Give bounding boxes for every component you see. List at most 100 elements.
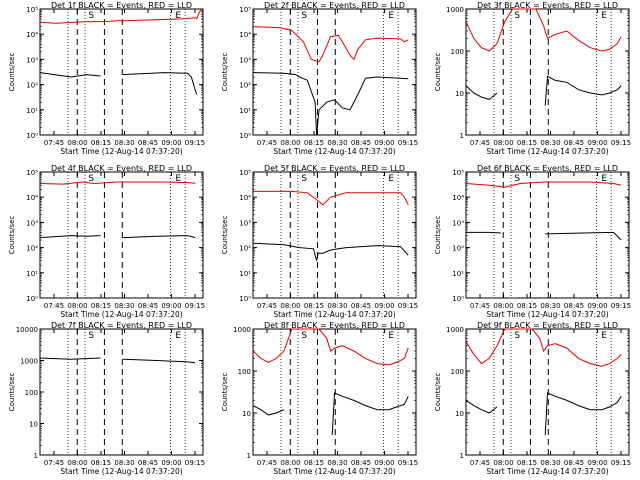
marker-label-s: S [514,174,520,184]
y-tick-label: 10⁵ [26,6,38,14]
y-axis-label: Counts/sec [221,53,229,92]
chart-panel-1: Det 1f BLACK = Events, RED = LLD 10⁰ 10¹ 10… [8,1,205,156]
y-tick-label: 10⁴ [452,194,464,202]
y-axis-label: Counts/sec [8,216,16,255]
x-tick-label: 07:45 [470,459,490,467]
series-lld-line [39,181,196,185]
series-events-line [252,72,409,136]
y-tick-label: 10¹ [452,270,464,278]
chart-panel-2: Det 2f BLACK = Events, RED = LLD 10⁰ 10¹ 10… [221,1,418,156]
marker-label-e: E [175,11,181,21]
x-tick-label: 08:00 [280,459,300,467]
x-tick-label: 07:45 [470,139,490,147]
y-tick-label: 10⁰ [452,295,464,303]
x-tick-label: 08:15 [304,459,324,467]
y-tick-label: 100 [451,368,464,376]
y-tick-label: 10⁵ [26,169,38,177]
x-tick-label: 08:15 [91,302,111,310]
marker-label-e: E [388,11,394,21]
y-tick-label: 1 [247,452,251,460]
x-tick-label: 08:15 [517,459,537,467]
marker-label-e: E [601,174,607,184]
x-tick-label: 08:30 [540,139,560,147]
y-tick-label: 10² [26,82,38,90]
plot-frame [39,8,204,136]
x-axis-label: Start Time (12-Aug-14 07:37:20) [273,310,395,319]
x-tick-label: 09:15 [398,302,418,310]
x-tick-label: 08:00 [493,459,513,467]
chart-title: Det 7f BLACK = Events, RED = LLD [51,321,192,330]
x-tick-label: 08:00 [493,139,513,147]
x-tick-label: 08:45 [351,302,371,310]
x-tick-label: 07:45 [44,302,64,310]
y-tick-label: 10⁴ [26,31,38,39]
y-tick-label: 10⁰ [239,295,251,303]
x-tick-label: 08:15 [91,139,111,147]
x-tick-label: 08:00 [67,139,87,147]
y-tick-label: 1000 [233,326,251,334]
y-tick-label: 10⁰ [26,132,38,140]
plot-frame [465,328,630,456]
plot-frame [465,8,630,136]
x-tick-label: 08:15 [517,302,537,310]
series-events-line [39,235,196,239]
chart-title: Det 1f BLACK = Events, RED = LLD [51,1,192,10]
x-tick-label: 08:45 [564,459,584,467]
x-axis-label: Start Time (12-Aug-14 07:37:20) [60,147,182,156]
chart-title: Det 5f BLACK = Events, RED = LLD [264,164,405,173]
series-lld-line [39,8,202,24]
y-tick-label: 10 [455,410,464,418]
y-axis-label: Counts/sec [221,216,229,255]
x-tick-label: 08:00 [493,302,513,310]
y-axis-label: Counts/sec [434,53,442,92]
y-tick-label: 10² [452,245,464,253]
chart-title: Det 6f BLACK = Events, RED = LLD [477,164,618,173]
y-axis-label: Counts/sec [434,373,442,412]
y-tick-label: 10³ [26,219,38,227]
x-tick-label: 07:45 [470,302,490,310]
x-tick-label: 09:00 [374,459,394,467]
plot-frame [252,328,417,456]
series-events-line [466,231,622,241]
y-axis-label: Counts/sec [8,373,16,412]
y-axis-label: Counts/sec [8,53,16,92]
x-tick-label: 08:15 [517,139,537,147]
chart-title: Det 4f BLACK = Events, RED = LLD [51,164,192,173]
series-events-line [39,357,196,364]
x-tick-label: 09:00 [161,302,181,310]
chart-panel-9: Det 9f BLACK = Events, RED = LLD 1 10 100 10… [434,321,631,476]
y-tick-label: 1000 [446,326,464,334]
series-events-line [252,392,409,436]
y-tick-label: 10⁰ [26,295,38,303]
y-tick-label: 100 [238,368,251,376]
y-tick-label: 10¹ [239,107,251,115]
x-tick-label: 09:15 [185,459,205,467]
series-lld-line [253,190,409,206]
y-tick-label: 1000 [446,6,464,14]
x-tick-label: 08:15 [304,139,324,147]
y-tick-label: 10 [455,90,464,98]
x-tick-label: 07:45 [257,302,277,310]
y-tick-label: 10⁵ [239,6,251,14]
y-tick-label: 10⁴ [239,31,251,39]
x-tick-label: 08:45 [138,302,158,310]
y-tick-label: 10¹ [239,270,251,278]
x-tick-label: 08:30 [327,459,347,467]
x-tick-label: 09:15 [611,139,631,147]
y-tick-label: 10 [242,410,251,418]
marker-label-e: E [388,174,394,184]
x-tick-label: 08:45 [351,139,371,147]
marker-label-e: E [601,331,607,341]
x-axis-label: Start Time (12-Aug-14 07:37:20) [486,147,608,156]
y-tick-label: 10¹ [26,270,38,278]
chart-title: Det 2f BLACK = Events, RED = LLD [264,1,405,10]
x-tick-label: 08:45 [138,459,158,467]
marker-label-e: E [388,331,394,341]
y-tick-label: 100 [451,48,464,56]
plot-frame [465,171,630,299]
chart-title: Det 3f BLACK = Events, RED = LLD [477,1,618,10]
series-events-line [465,392,622,436]
y-tick-label: 10⁵ [239,169,251,177]
chart-title: Det 9f BLACK = Events, RED = LLD [477,321,618,330]
x-tick-label: 09:15 [398,459,418,467]
